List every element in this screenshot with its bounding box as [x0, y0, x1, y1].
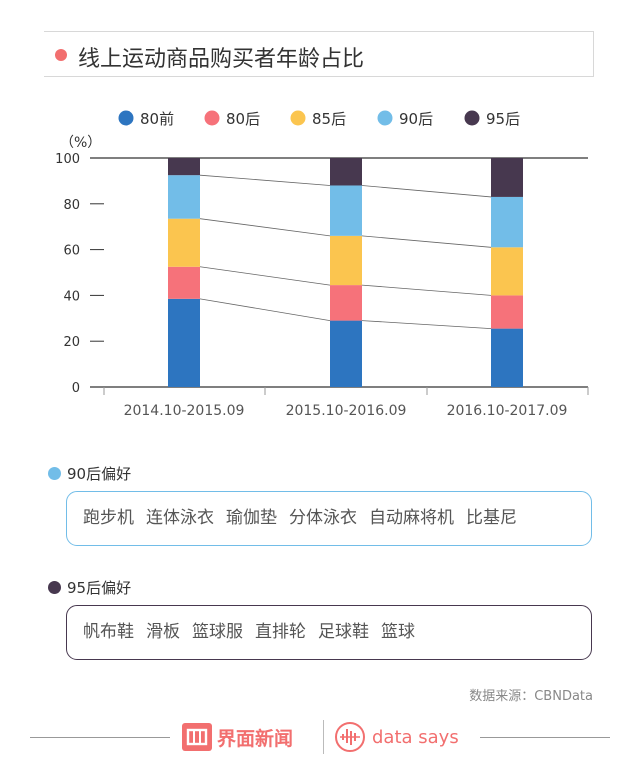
post95-preference-item: 篮球服: [192, 622, 243, 642]
jiemian-logo: 界面新闻: [182, 722, 293, 752]
connector-line: [199, 174, 331, 186]
post95-dot-icon: [48, 581, 61, 594]
title-box: 线上运动商品购买者年龄占比: [44, 31, 594, 77]
legend-label: 90后: [399, 110, 433, 128]
legend-swatch-icon: [118, 110, 134, 126]
post90-preference-item: 瑜伽垫: [226, 508, 277, 528]
legend-swatch-icon: [204, 110, 220, 126]
datasays-logo-icon: [335, 722, 365, 752]
legend-label: 80前: [140, 110, 174, 128]
legend-label: 95后: [486, 110, 520, 128]
post90-preference-item: 自动麻将机: [369, 508, 454, 528]
bar-segment: [330, 320, 362, 387]
x-tick-label: 2014.10-2015.09: [124, 403, 245, 419]
bar-segment: [168, 175, 200, 219]
x-tick-label: 2015.10-2016.09: [286, 403, 407, 419]
post90-preference-box: 跑步机 连体泳衣 瑜伽垫 分体泳衣 自动麻将机 比基尼: [66, 491, 592, 546]
y-tick-label: 80: [63, 198, 80, 213]
connector-line: [199, 266, 331, 286]
y-tick-label: 40: [63, 289, 80, 304]
data-source: 数据来源：CBNData: [469, 689, 593, 704]
connector-line: [361, 185, 492, 198]
post95-preference-heading: 95后偏好: [48, 577, 131, 598]
footer-divider-left: [30, 737, 170, 738]
y-unit-label: （%）: [60, 135, 101, 151]
bar-segment: [491, 158, 523, 197]
footer-divider-right: [480, 737, 610, 738]
post90-preference-item: 分体泳衣: [289, 508, 357, 528]
legend-swatch-icon: [377, 110, 393, 126]
jiemian-brand-text: 界面新闻: [217, 727, 294, 750]
y-tick-label: 0: [72, 381, 80, 396]
datasays-brand-text: data says: [372, 726, 459, 748]
bar-segment: [330, 185, 362, 236]
post90-preference-item: 连体泳衣: [146, 508, 214, 528]
legend-swatch-icon: [464, 110, 480, 126]
bar-segment: [168, 298, 200, 387]
connector-line: [199, 218, 331, 237]
logo-separator: [323, 720, 324, 754]
bar-segment: [168, 158, 200, 176]
y-tick-label: 100: [55, 152, 80, 167]
post95-heading-label: 95后偏好: [67, 579, 132, 597]
y-tick-label: 20: [63, 335, 80, 350]
post95-preference-item: 滑板: [146, 622, 180, 642]
datasays-logo: data says: [334, 721, 459, 753]
title-dot-icon: [55, 49, 67, 61]
x-tick-label: 2016.10-2017.09: [447, 403, 568, 419]
post95-preference-item: 帆布鞋: [83, 622, 134, 642]
bar-segment: [491, 328, 523, 387]
legend-label: 85后: [312, 110, 346, 128]
connector-line: [361, 320, 492, 330]
bar-segment: [491, 247, 523, 296]
bar-segment: [330, 158, 362, 186]
legend-swatch-icon: [290, 110, 306, 126]
connector-line: [199, 298, 331, 321]
post95-preference-box: 帆布鞋 滑板 篮球服 直排轮 足球鞋 篮球: [66, 605, 592, 660]
page-title: 线上运动商品购买者年龄占比: [78, 47, 365, 72]
stacked-bar-chart: 80前 80后 85后 90后 95后 （%） 0 20 40 60 80 100 2014.10-20…: [55, 110, 589, 419]
bar-segment: [491, 295, 523, 329]
bar-segment: [330, 285, 362, 321]
connector-line: [361, 284, 492, 296]
post95-preference-item: 直排轮: [255, 622, 306, 642]
bar-segment: [330, 235, 362, 286]
bar-segment: [491, 196, 523, 248]
connector-line: [361, 235, 492, 248]
post95-preference-item: 足球鞋: [318, 622, 369, 642]
post90-preference-heading: 90后偏好: [48, 463, 131, 484]
legend-label: 80后: [226, 110, 260, 128]
post90-dot-icon: [48, 467, 61, 480]
y-tick-label: 60: [63, 244, 80, 259]
jiemian-logo-icon: [182, 723, 212, 751]
post90-heading-label: 90后偏好: [67, 465, 132, 483]
post90-preference-item: 跑步机: [83, 508, 134, 528]
bar-segment: [168, 266, 200, 299]
post90-preference-item: 比基尼: [466, 508, 517, 528]
post95-preference-item: 篮球: [381, 622, 415, 642]
bar-segment: [168, 218, 200, 267]
